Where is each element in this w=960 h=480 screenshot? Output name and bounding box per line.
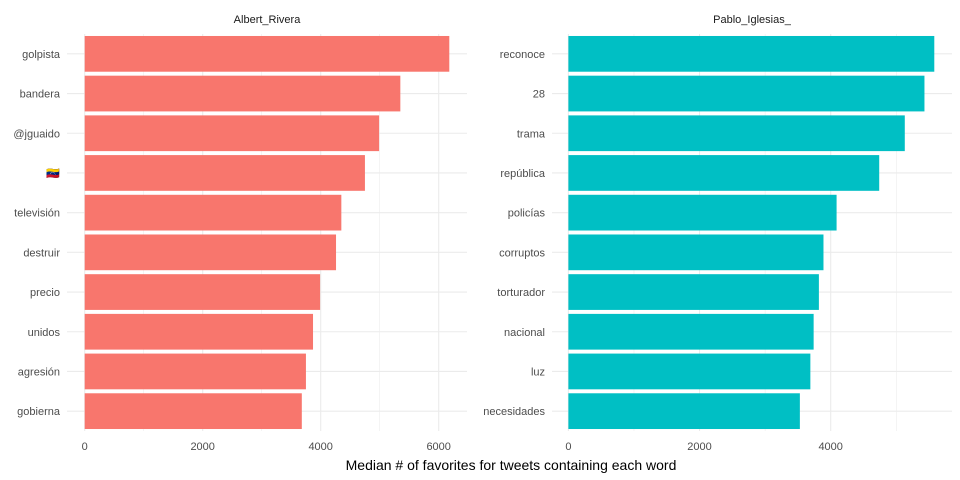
- bar: [568, 35, 935, 72]
- category-label: reconoce: [500, 49, 545, 61]
- category-label: república: [500, 168, 546, 180]
- bar: [84, 194, 342, 231]
- bar: [568, 274, 819, 310]
- x-tick-label: 2000: [687, 441, 711, 453]
- bar: [84, 353, 306, 390]
- category-label: trama: [517, 128, 546, 140]
- bar: [84, 115, 380, 152]
- category-label: agresión: [18, 366, 60, 378]
- panel-pablo-iglesias: Pablo_Iglesias_ reconoce 28 trama república…: [483, 14, 952, 453]
- x-tick-label: 4000: [308, 441, 332, 453]
- category-label: bandera: [20, 89, 61, 101]
- category-label: unidos: [28, 327, 61, 339]
- category-label: torturador: [497, 287, 545, 299]
- bar: [568, 234, 824, 271]
- bar: [568, 75, 925, 112]
- category-label: 🇻🇪: [46, 167, 60, 180]
- x-tick-label: 0: [565, 441, 571, 453]
- category-label: nacional: [504, 327, 545, 339]
- category-label: gobierna: [17, 406, 61, 418]
- x-tick-label: 2000: [190, 441, 214, 453]
- category-label: luz: [531, 366, 545, 378]
- category-label: destruir: [23, 247, 60, 259]
- category-label: precio: [30, 287, 60, 299]
- bar: [84, 393, 302, 430]
- bar: [568, 155, 880, 191]
- bar: [568, 194, 837, 231]
- bar: [84, 35, 450, 72]
- x-tick-label: 6000: [426, 441, 450, 453]
- bar: [568, 313, 814, 350]
- panel-title: Pablo_Iglesias_: [713, 14, 792, 26]
- category-label: necesidades: [483, 406, 545, 418]
- category-label: 28: [533, 89, 545, 101]
- category-label: @jguaido: [13, 128, 60, 140]
- bar: [568, 115, 905, 152]
- category-label: golpista: [22, 49, 61, 61]
- bar: [84, 274, 321, 310]
- bar: [568, 393, 800, 430]
- x-tick-label: 4000: [818, 441, 842, 453]
- category-label: corruptos: [499, 247, 545, 259]
- bar: [84, 313, 314, 350]
- x-tick-label: 0: [82, 441, 88, 453]
- bar: [84, 155, 365, 191]
- category-label: policías: [508, 208, 546, 220]
- panel-albert-rivera: Albert_Rivera golpista bandera @jguaido 🇻🇪 t…: [13, 14, 467, 453]
- x-axis-title: Median # of favorites for tweets contain…: [346, 457, 677, 473]
- category-label: televisión: [14, 208, 60, 220]
- bar: [84, 234, 337, 271]
- bar: [84, 75, 401, 112]
- bar: [568, 353, 811, 390]
- panel-title: Albert_Rivera: [234, 14, 302, 26]
